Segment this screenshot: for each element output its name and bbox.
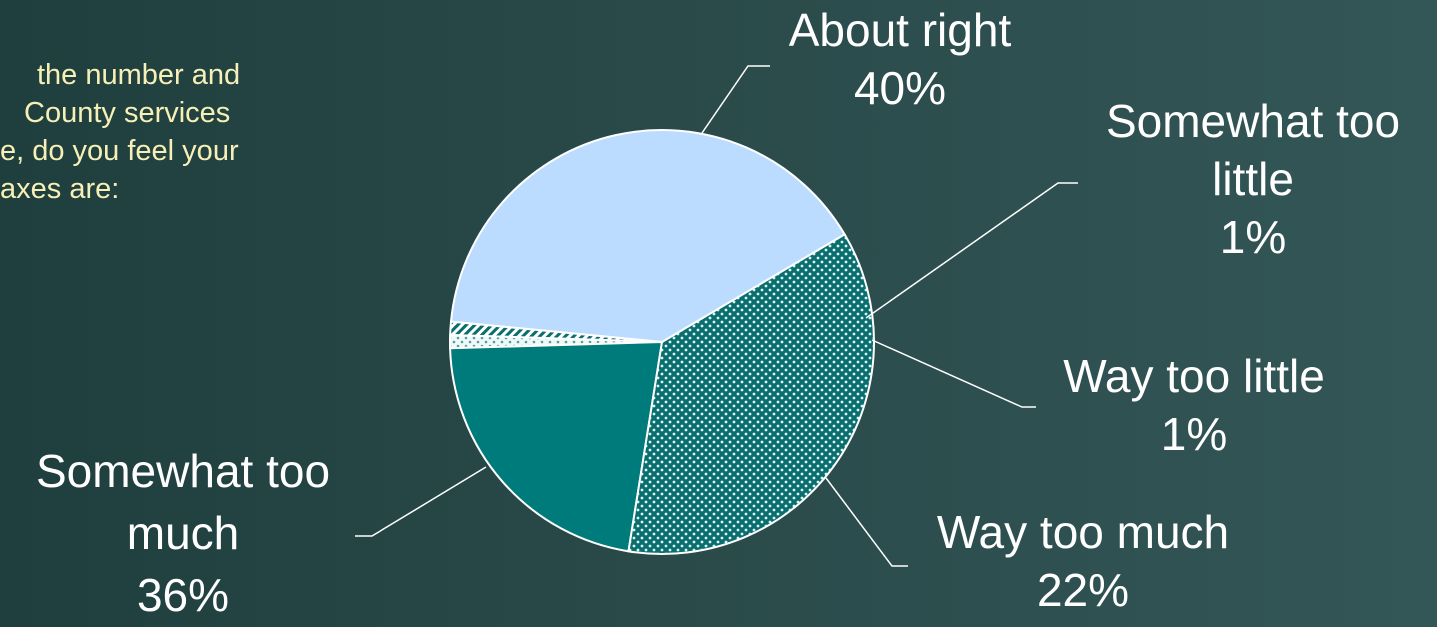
leader-line-somewhat-too [865,182,1078,319]
slice-label-line-somewhat-too: Somewhat too [36,445,330,497]
question-line-2: County services [24,97,231,129]
slice-percent-way-too-much: 22% [1037,564,1129,616]
pie-slices [449,129,875,555]
leader-line-way-too-little [871,339,1036,408]
pie-slice-way-too-much [449,341,663,553]
pie-slice-about-right [449,129,846,343]
slice-label-somewhat-too: Somewhat too little 1% [1106,95,1400,263]
slice-label-way-too-little: Way too little 1% [1063,350,1325,460]
survey-question: the number and County services e, do you… [0,56,370,266]
slice-label-line-way-too-little: Way too little [1063,350,1325,402]
leader-line-about-right [701,65,770,134]
slice-label-somewhat-too: Somewhat too much 36% [36,445,330,621]
slice-label-line-somewhat-too: much [127,507,239,559]
slice-label-way-too-much: Way too much 22% [937,506,1229,616]
slice-percent-about-right: 40% [854,62,946,114]
slice-percent-somewhat-too: 36% [137,569,229,621]
slice-label-line-somewhat-too: Somewhat too [1106,95,1400,147]
slice-label-line-somewhat-too: little [1212,153,1294,205]
question-line-1: the number and [37,59,241,91]
leader-lines [355,65,1078,567]
slice-label-line-way-too-much: Way too much [937,506,1229,558]
question-line-3: e, do you feel your [0,135,239,167]
slice-percent-way-too-little: 1% [1161,408,1227,460]
slice-label-about-right: About right 40% [789,4,1012,114]
slice-percent-somewhat-too: 1% [1220,211,1286,263]
leader-line-somewhat-too [355,466,487,537]
slice-labels: About right 40%Somewhat too little 1%Way to… [36,4,1400,621]
pie-slice-somewhat-too [627,233,875,555]
leader-line-way-too-much [825,477,908,567]
slice-label-line-about-right: About right [789,4,1012,56]
question-line-4: axes are: [0,173,120,205]
